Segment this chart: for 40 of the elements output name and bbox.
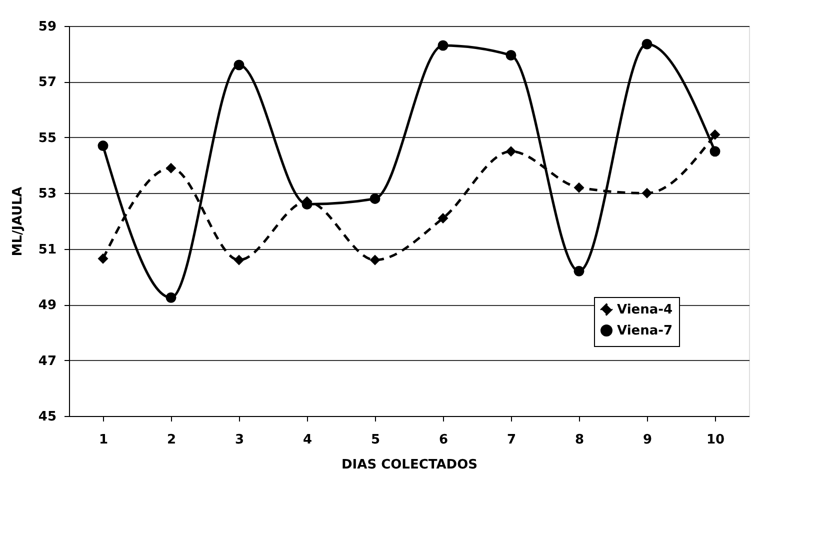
x-tick-label: 4 bbox=[302, 432, 312, 448]
y-tick-label: 57 bbox=[38, 75, 56, 90]
point bbox=[506, 146, 516, 157]
point bbox=[438, 40, 448, 51]
y-tick-label: 53 bbox=[38, 186, 56, 202]
x-tick-label: 9 bbox=[642, 432, 652, 448]
x-tick-label: 2 bbox=[166, 432, 176, 448]
point bbox=[370, 254, 380, 266]
point bbox=[574, 182, 584, 193]
point bbox=[574, 266, 584, 276]
x-tick-label: 7 bbox=[506, 432, 516, 448]
point bbox=[506, 50, 516, 60]
point bbox=[234, 254, 244, 266]
point bbox=[642, 38, 652, 50]
point bbox=[98, 140, 108, 152]
y-tick-label: 55 bbox=[38, 130, 56, 146]
point bbox=[370, 193, 380, 204]
x-axis-title: DIAS COLECTADOS bbox=[342, 458, 478, 472]
x-tick-label: 1 bbox=[98, 432, 108, 448]
y-tick-label: 47 bbox=[38, 354, 56, 369]
y-axis-title: ML/JAULA bbox=[10, 186, 26, 256]
y-tick-label: 51 bbox=[38, 242, 56, 258]
point bbox=[234, 60, 244, 70]
point bbox=[166, 292, 176, 303]
y-tick-label: 45 bbox=[38, 410, 56, 424]
y-tick-label: 49 bbox=[38, 298, 56, 314]
x-tick-label: 5 bbox=[370, 432, 380, 448]
point bbox=[166, 162, 176, 174]
legend-label: Viena-7 bbox=[617, 324, 673, 338]
x-tick-label: 3 bbox=[234, 432, 244, 448]
x-tick-label: 6 bbox=[438, 432, 448, 448]
x-tick-label: 10 bbox=[706, 432, 725, 448]
y-tick-label: 59 bbox=[38, 20, 56, 34]
point bbox=[642, 188, 652, 198]
point bbox=[710, 129, 720, 140]
x-tick-label: 8 bbox=[574, 432, 584, 448]
legend-label: Viena-4 bbox=[617, 302, 673, 318]
point bbox=[98, 253, 108, 264]
point bbox=[438, 212, 448, 224]
point bbox=[710, 146, 720, 157]
